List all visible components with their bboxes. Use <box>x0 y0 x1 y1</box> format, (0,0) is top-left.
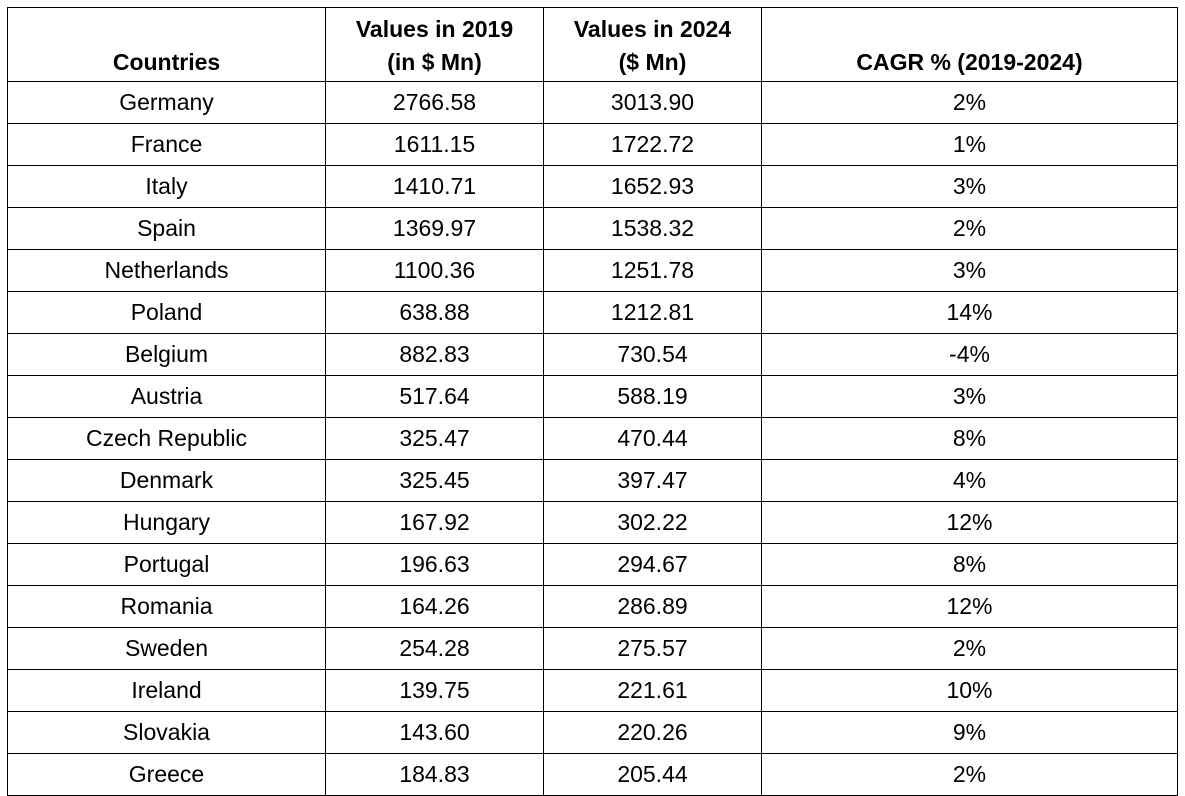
table-row: Germany 2766.58 3013.90 2% <box>7 81 1178 124</box>
cell-value-2019: 139.75 <box>325 669 544 712</box>
cell-value-2019: 184.83 <box>325 753 544 796</box>
table-row: Sweden 254.28 275.57 2% <box>7 627 1178 670</box>
table-row: Netherlands 1100.36 1251.78 3% <box>7 249 1178 292</box>
cell-value-2019: 325.45 <box>325 459 544 502</box>
cell-value-2024: 1212.81 <box>543 291 762 334</box>
table-body: Germany 2766.58 3013.90 2% France 1611.15 1722… <box>7 81 1178 796</box>
cell-value-2019: 1369.97 <box>325 207 544 250</box>
cell-value-2024: 221.61 <box>543 669 762 712</box>
cell-value-2019: 254.28 <box>325 627 544 670</box>
header-countries: Countries <box>7 7 326 82</box>
header-row: Countries Values in 2019 (in $ Mn) Value… <box>7 7 1178 82</box>
cell-cagr: 2% <box>761 207 1178 250</box>
cell-value-2024: 1722.72 <box>543 123 762 166</box>
cell-value-2024: 294.67 <box>543 543 762 586</box>
header-countries-label: Countries <box>112 49 221 75</box>
cell-country: Italy <box>7 165 326 208</box>
cell-value-2019: 196.63 <box>325 543 544 586</box>
cell-value-2024: 302.22 <box>543 501 762 544</box>
cell-cagr: 8% <box>761 417 1178 460</box>
table-row: Spain 1369.97 1538.32 2% <box>7 207 1178 250</box>
cell-country: Portugal <box>7 543 326 586</box>
table-row: Belgium 882.83 730.54 -4% <box>7 333 1178 376</box>
table-row: Czech Republic 325.47 470.44 8% <box>7 417 1178 460</box>
cell-country: Spain <box>7 207 326 250</box>
table-row: Austria 517.64 588.19 3% <box>7 375 1178 418</box>
cell-cagr: 14% <box>761 291 1178 334</box>
cell-cagr: 10% <box>761 669 1178 712</box>
cell-country: Czech Republic <box>7 417 326 460</box>
cell-value-2024: 275.57 <box>543 627 762 670</box>
cell-value-2019: 882.83 <box>325 333 544 376</box>
cell-value-2019: 1611.15 <box>325 123 544 166</box>
header-values-2024-line1: Values in 2024 <box>573 16 732 42</box>
header-values-2019-line2: (in $ Mn) <box>387 49 482 75</box>
cell-cagr: 2% <box>761 627 1178 670</box>
cell-cagr: 4% <box>761 459 1178 502</box>
cell-value-2024: 205.44 <box>543 753 762 796</box>
cell-value-2024: 397.47 <box>543 459 762 502</box>
cell-value-2019: 1410.71 <box>325 165 544 208</box>
cell-value-2019: 1100.36 <box>325 249 544 292</box>
cell-cagr: 8% <box>761 543 1178 586</box>
cell-value-2024: 470.44 <box>543 417 762 460</box>
cell-country: Slovakia <box>7 711 326 754</box>
cell-value-2019: 167.92 <box>325 501 544 544</box>
cell-country: Ireland <box>7 669 326 712</box>
cell-value-2019: 517.64 <box>325 375 544 418</box>
cell-cagr: 3% <box>761 165 1178 208</box>
table-row: Greece 184.83 205.44 2% <box>7 753 1178 796</box>
table-row: Romania 164.26 286.89 12% <box>7 585 1178 628</box>
cell-country: Denmark <box>7 459 326 502</box>
cell-value-2019: 325.47 <box>325 417 544 460</box>
cell-value-2024: 220.26 <box>543 711 762 754</box>
table-row: Hungary 167.92 302.22 12% <box>7 501 1178 544</box>
table-row: Poland 638.88 1212.81 14% <box>7 291 1178 334</box>
cell-country: Greece <box>7 753 326 796</box>
cell-value-2019: 638.88 <box>325 291 544 334</box>
header-values-2019: Values in 2019 (in $ Mn) <box>325 7 544 82</box>
table-row: France 1611.15 1722.72 1% <box>7 123 1178 166</box>
table-row: Portugal 196.63 294.67 8% <box>7 543 1178 586</box>
cell-value-2019: 2766.58 <box>325 81 544 124</box>
cell-cagr: 3% <box>761 375 1178 418</box>
cell-value-2019: 164.26 <box>325 585 544 628</box>
cell-cagr: 1% <box>761 123 1178 166</box>
cell-cagr: 9% <box>761 711 1178 754</box>
header-values-2019-line1: Values in 2019 <box>355 16 514 42</box>
header-values-2024: Values in 2024 ($ Mn) <box>543 7 762 82</box>
table-row: Ireland 139.75 221.61 10% <box>7 669 1178 712</box>
cell-value-2024: 1652.93 <box>543 165 762 208</box>
cell-cagr: 3% <box>761 249 1178 292</box>
cell-country: Netherlands <box>7 249 326 292</box>
table-row: Denmark 325.45 397.47 4% <box>7 459 1178 502</box>
cell-value-2024: 730.54 <box>543 333 762 376</box>
cell-country: Sweden <box>7 627 326 670</box>
cell-country: France <box>7 123 326 166</box>
header-cagr: CAGR % (2019-2024) <box>761 7 1178 82</box>
header-cagr-label: CAGR % (2019-2024) <box>856 49 1083 75</box>
market-values-table: Countries Values in 2019 (in $ Mn) Value… <box>7 7 1178 796</box>
cell-country: Hungary <box>7 501 326 544</box>
cell-cagr: 2% <box>761 753 1178 796</box>
cell-country: Romania <box>7 585 326 628</box>
cell-value-2024: 588.19 <box>543 375 762 418</box>
cell-country: Belgium <box>7 333 326 376</box>
header-values-2024-line2: ($ Mn) <box>618 49 687 75</box>
cell-cagr: 2% <box>761 81 1178 124</box>
cell-value-2024: 286.89 <box>543 585 762 628</box>
cell-cagr: 12% <box>761 585 1178 628</box>
cell-value-2024: 3013.90 <box>543 81 762 124</box>
cell-country: Germany <box>7 81 326 124</box>
cell-country: Poland <box>7 291 326 334</box>
table-row: Slovakia 143.60 220.26 9% <box>7 711 1178 754</box>
cell-cagr: -4% <box>761 333 1178 376</box>
cell-cagr: 12% <box>761 501 1178 544</box>
table-row: Italy 1410.71 1652.93 3% <box>7 165 1178 208</box>
cell-value-2024: 1251.78 <box>543 249 762 292</box>
cell-country: Austria <box>7 375 326 418</box>
cell-value-2024: 1538.32 <box>543 207 762 250</box>
cell-value-2019: 143.60 <box>325 711 544 754</box>
